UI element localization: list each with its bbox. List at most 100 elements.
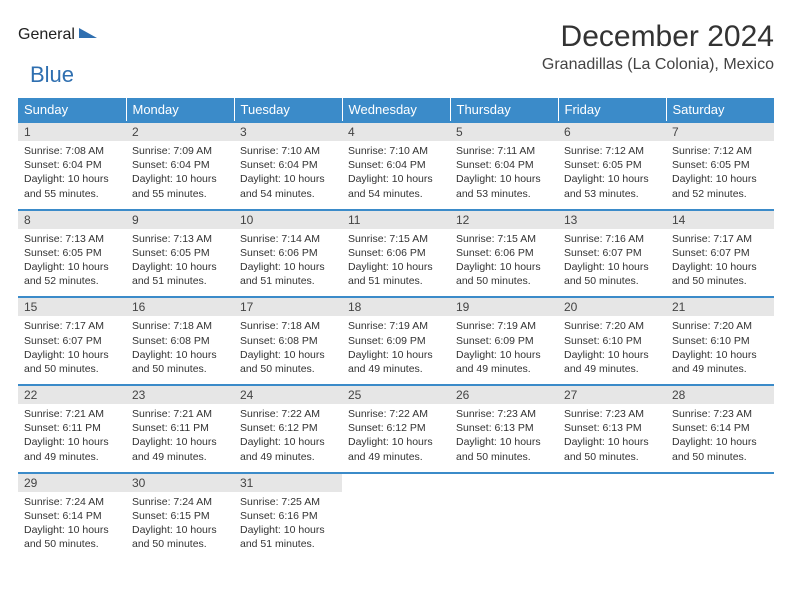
day-number-cell: 13 [558, 210, 666, 229]
daylight-line: Daylight: 10 hours and 53 minutes. [456, 172, 552, 200]
sunrise-line: Sunrise: 7:23 AM [564, 407, 660, 421]
day-number-cell: 7 [666, 122, 774, 141]
sunset-line: Sunset: 6:13 PM [456, 421, 552, 435]
day-number-cell: 18 [342, 297, 450, 316]
daylight-line: Daylight: 10 hours and 51 minutes. [132, 260, 228, 288]
sunset-line: Sunset: 6:11 PM [132, 421, 228, 435]
sunset-line: Sunset: 6:12 PM [348, 421, 444, 435]
sunrise-line: Sunrise: 7:10 AM [348, 144, 444, 158]
day-content-cell: Sunrise: 7:23 AMSunset: 6:13 PMDaylight:… [558, 404, 666, 473]
sunrise-line: Sunrise: 7:13 AM [24, 232, 120, 246]
day-content-cell: Sunrise: 7:24 AMSunset: 6:15 PMDaylight:… [126, 492, 234, 560]
day-content-cell: Sunrise: 7:10 AMSunset: 6:04 PMDaylight:… [234, 141, 342, 210]
sunrise-line: Sunrise: 7:22 AM [348, 407, 444, 421]
day-number-cell: 1 [18, 122, 126, 141]
day-content-row: Sunrise: 7:08 AMSunset: 6:04 PMDaylight:… [18, 141, 774, 210]
day-number-row: 1234567 [18, 122, 774, 141]
day-number-cell: 9 [126, 210, 234, 229]
sunset-line: Sunset: 6:09 PM [456, 334, 552, 348]
sunrise-line: Sunrise: 7:23 AM [672, 407, 768, 421]
day-content-cell: Sunrise: 7:21 AMSunset: 6:11 PMDaylight:… [126, 404, 234, 473]
daylight-line: Daylight: 10 hours and 51 minutes. [348, 260, 444, 288]
day-number-cell: 4 [342, 122, 450, 141]
day-number-cell: 10 [234, 210, 342, 229]
day-number-row: 22232425262728 [18, 385, 774, 404]
sunrise-line: Sunrise: 7:13 AM [132, 232, 228, 246]
sunset-line: Sunset: 6:04 PM [456, 158, 552, 172]
sunrise-line: Sunrise: 7:16 AM [564, 232, 660, 246]
day-number-cell: 26 [450, 385, 558, 404]
day-number-cell [558, 473, 666, 492]
daylight-line: Daylight: 10 hours and 54 minutes. [240, 172, 336, 200]
sunrise-line: Sunrise: 7:18 AM [240, 319, 336, 333]
sunset-line: Sunset: 6:09 PM [348, 334, 444, 348]
day-content-cell [342, 492, 450, 560]
sunrise-line: Sunrise: 7:17 AM [24, 319, 120, 333]
sunrise-line: Sunrise: 7:22 AM [240, 407, 336, 421]
daylight-line: Daylight: 10 hours and 50 minutes. [240, 348, 336, 376]
day-content-cell: Sunrise: 7:08 AMSunset: 6:04 PMDaylight:… [18, 141, 126, 210]
daylight-line: Daylight: 10 hours and 49 minutes. [24, 435, 120, 463]
sunrise-line: Sunrise: 7:21 AM [132, 407, 228, 421]
day-content-cell: Sunrise: 7:22 AMSunset: 6:12 PMDaylight:… [342, 404, 450, 473]
weekday-header: Sunday [18, 98, 126, 122]
day-content-cell: Sunrise: 7:10 AMSunset: 6:04 PMDaylight:… [342, 141, 450, 210]
daylight-line: Daylight: 10 hours and 50 minutes. [672, 435, 768, 463]
sunset-line: Sunset: 6:13 PM [564, 421, 660, 435]
day-number-cell: 12 [450, 210, 558, 229]
daylight-line: Daylight: 10 hours and 50 minutes. [564, 260, 660, 288]
sunrise-line: Sunrise: 7:15 AM [456, 232, 552, 246]
weekday-header: Friday [558, 98, 666, 122]
daylight-line: Daylight: 10 hours and 49 minutes. [564, 348, 660, 376]
weekday-header: Saturday [666, 98, 774, 122]
sunset-line: Sunset: 6:04 PM [24, 158, 120, 172]
sunset-line: Sunset: 6:16 PM [240, 509, 336, 523]
daylight-line: Daylight: 10 hours and 50 minutes. [672, 260, 768, 288]
daylight-line: Daylight: 10 hours and 54 minutes. [348, 172, 444, 200]
logo-triangle-icon [79, 28, 97, 38]
day-content-cell: Sunrise: 7:22 AMSunset: 6:12 PMDaylight:… [234, 404, 342, 473]
day-number-cell: 14 [666, 210, 774, 229]
daylight-line: Daylight: 10 hours and 50 minutes. [564, 435, 660, 463]
weekday-header: Tuesday [234, 98, 342, 122]
daylight-line: Daylight: 10 hours and 50 minutes. [24, 348, 120, 376]
daylight-line: Daylight: 10 hours and 49 minutes. [348, 348, 444, 376]
day-content-cell: Sunrise: 7:20 AMSunset: 6:10 PMDaylight:… [666, 316, 774, 385]
day-content-cell: Sunrise: 7:13 AMSunset: 6:05 PMDaylight:… [126, 229, 234, 298]
day-content-cell: Sunrise: 7:19 AMSunset: 6:09 PMDaylight:… [342, 316, 450, 385]
day-content-cell: Sunrise: 7:17 AMSunset: 6:07 PMDaylight:… [18, 316, 126, 385]
day-number-row: 15161718192021 [18, 297, 774, 316]
day-content-row: Sunrise: 7:13 AMSunset: 6:05 PMDaylight:… [18, 229, 774, 298]
day-content-cell: Sunrise: 7:23 AMSunset: 6:13 PMDaylight:… [450, 404, 558, 473]
sunset-line: Sunset: 6:15 PM [132, 509, 228, 523]
sunset-line: Sunset: 6:06 PM [456, 246, 552, 260]
day-number-cell: 2 [126, 122, 234, 141]
day-content-cell [666, 492, 774, 560]
day-content-cell: Sunrise: 7:13 AMSunset: 6:05 PMDaylight:… [18, 229, 126, 298]
day-number-cell: 27 [558, 385, 666, 404]
sunset-line: Sunset: 6:07 PM [24, 334, 120, 348]
day-content-cell: Sunrise: 7:16 AMSunset: 6:07 PMDaylight:… [558, 229, 666, 298]
day-number-cell: 16 [126, 297, 234, 316]
daylight-line: Daylight: 10 hours and 49 minutes. [672, 348, 768, 376]
daylight-line: Daylight: 10 hours and 50 minutes. [132, 523, 228, 551]
sunset-line: Sunset: 6:04 PM [348, 158, 444, 172]
daylight-line: Daylight: 10 hours and 49 minutes. [240, 435, 336, 463]
day-content-cell: Sunrise: 7:18 AMSunset: 6:08 PMDaylight:… [126, 316, 234, 385]
daylight-line: Daylight: 10 hours and 51 minutes. [240, 260, 336, 288]
sunset-line: Sunset: 6:14 PM [672, 421, 768, 435]
sunset-line: Sunset: 6:05 PM [24, 246, 120, 260]
sunrise-line: Sunrise: 7:12 AM [564, 144, 660, 158]
sunrise-line: Sunrise: 7:11 AM [456, 144, 552, 158]
month-title: December 2024 [542, 20, 774, 54]
day-number-cell: 15 [18, 297, 126, 316]
day-content-row: Sunrise: 7:24 AMSunset: 6:14 PMDaylight:… [18, 492, 774, 560]
sunset-line: Sunset: 6:07 PM [672, 246, 768, 260]
daylight-line: Daylight: 10 hours and 53 minutes. [564, 172, 660, 200]
day-content-row: Sunrise: 7:17 AMSunset: 6:07 PMDaylight:… [18, 316, 774, 385]
sunrise-line: Sunrise: 7:09 AM [132, 144, 228, 158]
day-number-cell: 20 [558, 297, 666, 316]
daylight-line: Daylight: 10 hours and 49 minutes. [456, 348, 552, 376]
sunrise-line: Sunrise: 7:10 AM [240, 144, 336, 158]
day-number-row: 891011121314 [18, 210, 774, 229]
